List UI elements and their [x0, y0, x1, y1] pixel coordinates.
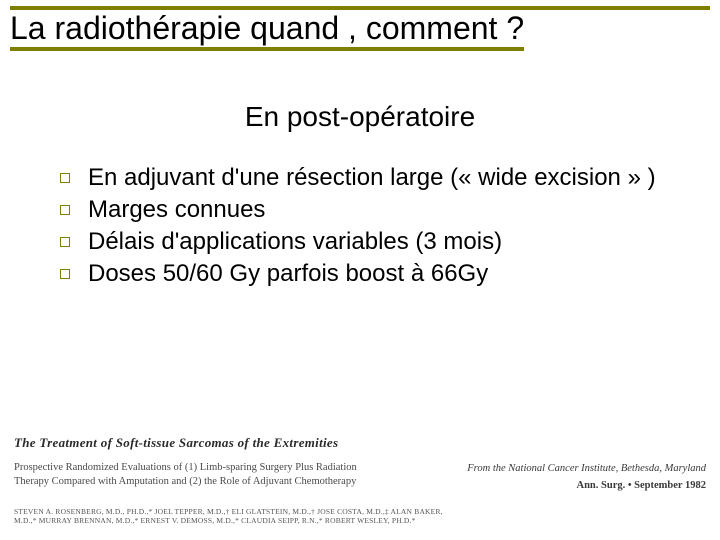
list-item: Délais d'applications variables (3 mois) [60, 227, 680, 257]
title-container: La radiothérapie quand , comment ? [0, 0, 720, 53]
citation-subtitle: Prospective Randomized Evaluations of (1… [14, 461, 374, 489]
citation-journal: Ann. Surg. • September 1982 [467, 478, 706, 495]
bullet-text: Doses 50/60 Gy parfois boost à 66Gy [88, 259, 488, 289]
citation-source: From the National Cancer Institute, Beth… [467, 461, 706, 495]
citation-footer: The Treatment of Soft-tissue Sarcomas of… [0, 429, 720, 540]
slide-title: La radiothérapie quand , comment ? [10, 10, 524, 51]
bullet-list: En adjuvant d'une résection large (« wid… [0, 163, 720, 289]
list-item: Marges connues [60, 195, 680, 225]
square-bullet-icon [60, 237, 70, 247]
slide-subtitle: En post-opératoire [0, 101, 720, 133]
citation-source-line: From the National Cancer Institute, Beth… [467, 461, 706, 478]
bullet-text: Marges connues [88, 195, 265, 225]
citation-row: Prospective Randomized Evaluations of (1… [14, 461, 706, 495]
bullet-text: En adjuvant d'une résection large (« wid… [88, 163, 656, 193]
square-bullet-icon [60, 205, 70, 215]
list-item: En adjuvant d'une résection large (« wid… [60, 163, 680, 193]
square-bullet-icon [60, 269, 70, 279]
square-bullet-icon [60, 173, 70, 183]
citation-title: The Treatment of Soft-tissue Sarcomas of… [14, 435, 706, 451]
citation-authors: STEVEN A. ROSENBERG, M.D., PH.D.,* JOEL … [14, 507, 454, 527]
bullet-text: Délais d'applications variables (3 mois) [88, 227, 502, 257]
list-item: Doses 50/60 Gy parfois boost à 66Gy [60, 259, 680, 289]
